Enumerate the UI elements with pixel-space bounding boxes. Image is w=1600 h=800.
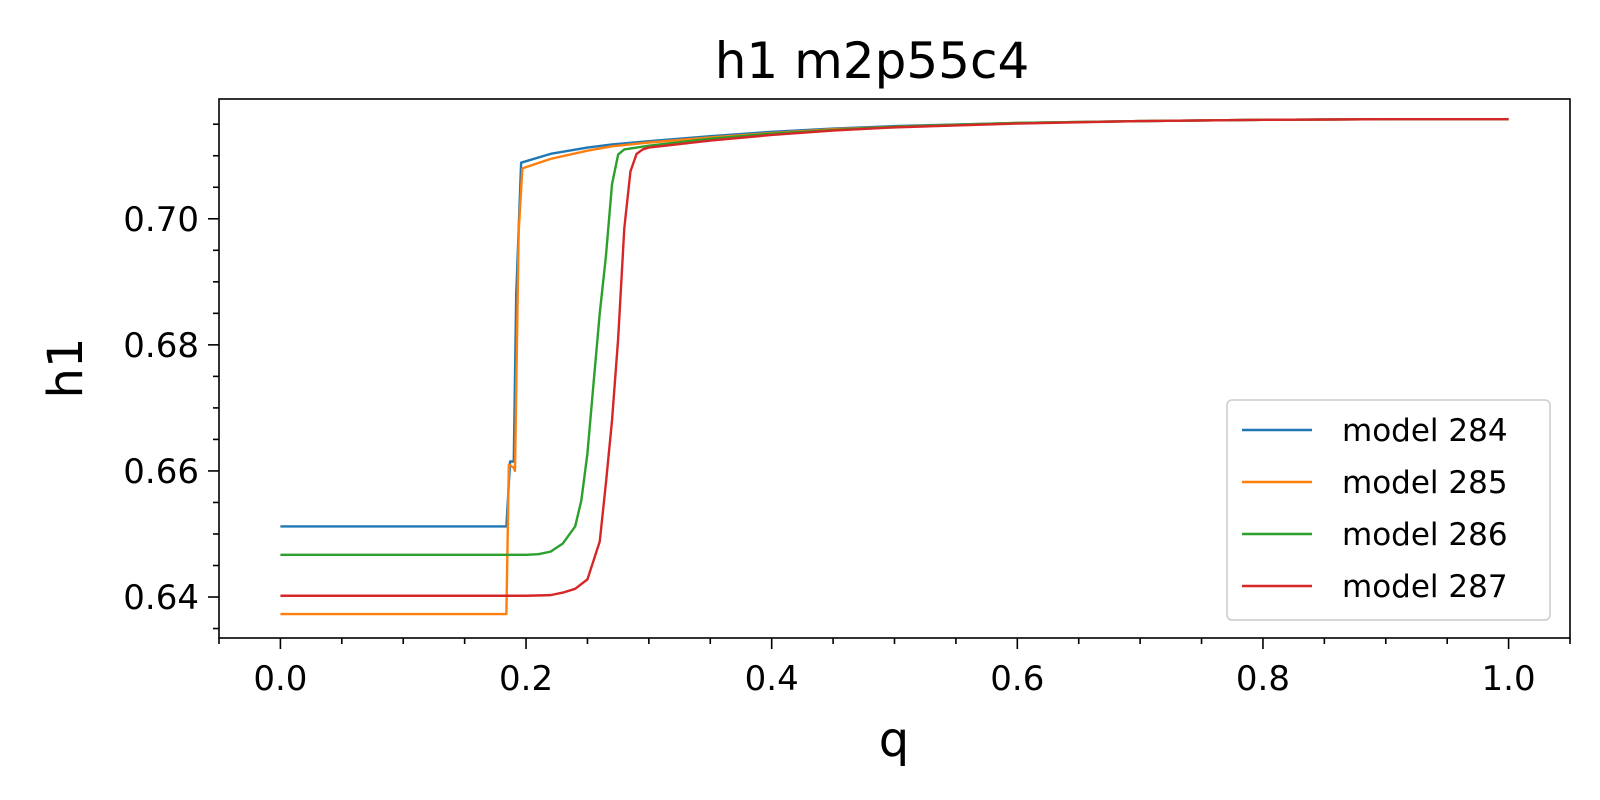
series-line-model-287 xyxy=(280,117,1509,597)
x-axis-label: q xyxy=(879,712,909,768)
x-tick-label: 0.4 xyxy=(745,659,799,699)
y-axis-label: h1 xyxy=(38,338,94,399)
legend-box xyxy=(1226,399,1551,621)
x-tick-label: 0.2 xyxy=(499,659,553,699)
y-tick-label: 0.70 xyxy=(123,200,199,240)
chart-title: h1 m2p55c4 xyxy=(715,32,1030,90)
y-tick-label: 0.68 xyxy=(123,326,199,366)
legend-label: model 287 xyxy=(1342,569,1508,605)
legend-label: model 285 xyxy=(1342,465,1508,501)
x-tick-label: 0.8 xyxy=(1236,659,1290,699)
axis-ticks: 0.0 0.2 0.4 0.6 0.8 1.0 0.64 0.66 0.68 0.70 xyxy=(123,123,1571,699)
y-tick-label: 0.66 xyxy=(123,452,199,492)
x-tick-label: 0.0 xyxy=(253,659,307,699)
x-tick-label: 1.0 xyxy=(1482,659,1536,699)
plot-frame xyxy=(218,98,1571,639)
legend: model 284 model 285 model 286 model 287 xyxy=(1226,399,1551,621)
legend-label: model 286 xyxy=(1342,517,1508,553)
x-tick-label: 0.6 xyxy=(990,659,1044,699)
series-group xyxy=(280,117,1509,616)
legend-label: model 284 xyxy=(1342,413,1508,449)
y-tick-label: 0.64 xyxy=(123,578,199,618)
